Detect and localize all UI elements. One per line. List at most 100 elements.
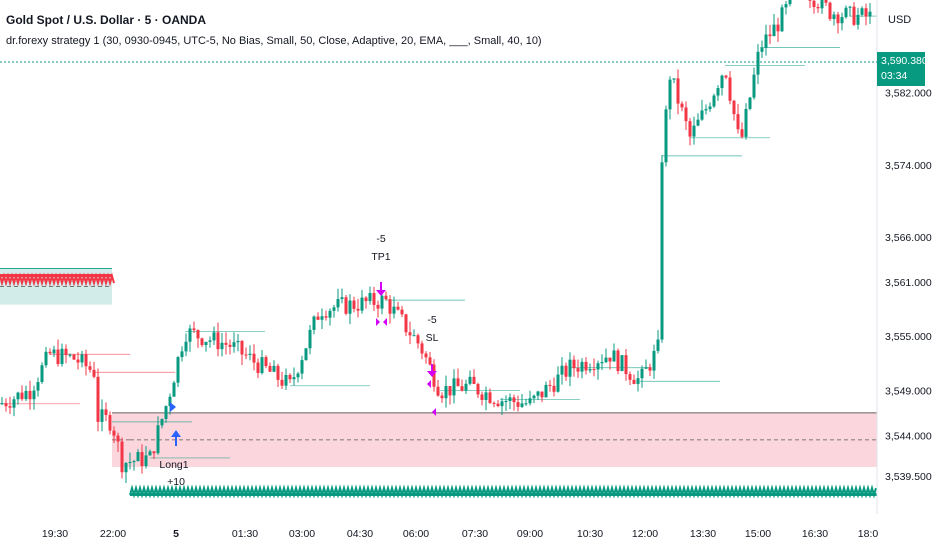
candle-body — [648, 367, 652, 371]
candle-body — [824, 0, 828, 3]
candle-body — [20, 392, 24, 400]
candle-body — [176, 357, 180, 383]
candle-body — [460, 386, 464, 391]
candle-body — [868, 11, 872, 17]
candle-body — [668, 79, 672, 110]
candle-body — [816, 6, 820, 9]
candle-body — [104, 409, 108, 416]
x-tick-label: 04:30 — [347, 528, 373, 540]
candle-body — [80, 354, 84, 363]
candle-body — [652, 350, 656, 371]
tp-flag-right-icon — [376, 318, 380, 326]
candle-body — [40, 365, 44, 383]
candle-body — [768, 34, 772, 37]
candle-body — [348, 300, 352, 314]
candle-body — [408, 332, 412, 336]
candle-body — [708, 106, 712, 110]
tp-flag-left-icon — [383, 318, 387, 326]
candle-body — [292, 377, 296, 380]
candle-body — [764, 34, 768, 48]
candle-body — [164, 406, 168, 419]
candle-body — [336, 298, 340, 308]
candle-body — [236, 340, 240, 343]
candle-body — [712, 95, 716, 107]
candle-body — [520, 403, 524, 407]
candle-body — [624, 355, 628, 375]
candle-body — [260, 357, 264, 374]
candle-body — [680, 103, 684, 108]
y-tick-label: 3,555.000 — [885, 331, 932, 343]
candle-body — [404, 314, 408, 333]
y-tick-label: 3,539.500 — [885, 471, 932, 483]
candle-body — [116, 435, 120, 442]
candle-body — [0, 403, 4, 405]
symbol-title[interactable]: Gold Spot / U.S. Dollar · 5 · OANDA — [6, 13, 207, 27]
y-tick-label: 3,566.000 — [885, 232, 932, 244]
x-tick-label: 07:30 — [462, 528, 488, 540]
long-entry-arrow-icon — [171, 430, 181, 437]
candle-body — [36, 382, 40, 391]
candle-body — [188, 328, 192, 342]
candle-body — [152, 451, 156, 454]
x-tick-label: 12:00 — [632, 528, 658, 540]
candle-body — [600, 362, 604, 364]
candle-body — [480, 394, 484, 400]
candle-body — [736, 114, 740, 130]
candle-body — [264, 357, 268, 367]
candle-body — [464, 383, 468, 391]
candle-body — [516, 402, 520, 407]
candle-body — [784, 4, 788, 8]
x-tick-label: 15:00 — [745, 528, 771, 540]
candle-body — [776, 24, 780, 32]
candle-body — [552, 385, 556, 392]
candle-body — [388, 299, 392, 314]
candle-body — [808, 0, 812, 1]
candle-body — [228, 344, 232, 347]
candle-body — [528, 398, 532, 404]
last-price-value: 3,590.380 — [881, 55, 928, 67]
y-tick-label: 3,574.000 — [885, 160, 932, 172]
candle-body — [412, 335, 416, 337]
sl-arrow-icon — [427, 371, 437, 377]
candle-body — [560, 365, 564, 375]
indicator-legend[interactable]: dr.forexy strategy 1 (30, 0930-0945, UTC… — [6, 35, 542, 47]
candle-body — [696, 119, 700, 126]
candle-body — [364, 297, 368, 302]
candle-body — [96, 376, 100, 422]
candle-body — [852, 6, 856, 25]
candle-body — [644, 367, 648, 369]
candle-body — [100, 409, 104, 422]
candle-body — [356, 308, 360, 311]
currency-label[interactable]: USD — [888, 14, 912, 26]
x-tick-label: 16:30 — [802, 528, 828, 540]
candle-body — [108, 415, 112, 431]
candle-body — [676, 78, 680, 104]
candle-body — [368, 293, 372, 302]
candle-body — [628, 374, 632, 380]
candle-body — [608, 357, 612, 362]
candle-body — [444, 386, 448, 399]
candle-body — [580, 361, 584, 372]
candle-body — [140, 452, 144, 467]
candle-body — [276, 365, 280, 380]
candle-body — [296, 373, 300, 378]
candle-body — [836, 14, 840, 24]
candle-body — [684, 107, 688, 122]
candle-body — [424, 353, 428, 358]
candle-body — [200, 338, 204, 346]
candle-body — [488, 392, 492, 403]
candle-body — [8, 406, 12, 408]
candle-body — [192, 328, 196, 331]
x-tick-label: 01:30 — [232, 528, 258, 540]
candle-body — [120, 441, 124, 473]
y-tick-label: 3,549.000 — [885, 385, 932, 397]
x-tick-label: 13:30 — [690, 528, 716, 540]
candle-body — [196, 330, 200, 339]
candle-body — [44, 351, 48, 366]
candle-body — [32, 390, 36, 400]
candle-body — [732, 100, 736, 115]
x-axis-ticks: 19:30 22:00 5 01:30 03:00 04:30 06:00 07:30 09:0… — [42, 528, 879, 540]
candle-body — [324, 316, 328, 318]
candle-body — [536, 391, 540, 396]
